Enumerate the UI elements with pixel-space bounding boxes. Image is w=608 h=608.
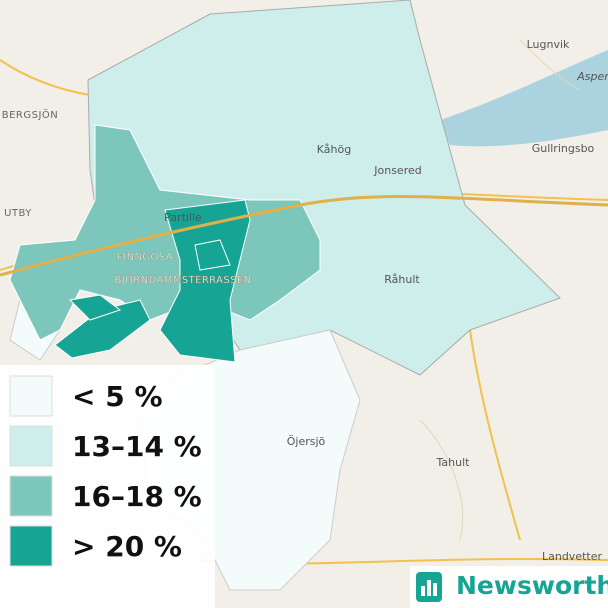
place-label: BERGSJÖN: [2, 108, 59, 121]
place-label: Jonsered: [373, 164, 421, 177]
logo-text: Newsworthy: [456, 571, 608, 600]
logo-background: [410, 566, 608, 608]
place-label: Öjersjö: [287, 435, 326, 448]
place-label: Partille: [164, 211, 202, 224]
place-label: Asper: [576, 70, 608, 83]
logo-icon-bar: [433, 583, 437, 596]
place-label: Kåhög: [317, 143, 351, 156]
region: [159, 199, 251, 363]
legend-swatch: [9, 525, 53, 567]
legend-label: 16–18 %: [72, 480, 202, 513]
legend: < 5 % 13–14 % 16–18 % > 20 %: [0, 365, 215, 608]
region: [68, 294, 122, 321]
place-label: Tahult: [436, 456, 471, 469]
place-label: Lugnvik: [527, 38, 570, 51]
logo-icon-bar: [421, 586, 425, 596]
place-label: BJÖRNDAMMSTERRASSEN: [115, 273, 252, 286]
place-label: Landvetter: [542, 550, 602, 563]
region: [194, 239, 231, 271]
legend-label: > 20 %: [72, 530, 182, 563]
place-label: Gullringsbo: [532, 142, 595, 155]
legend-swatch: [9, 375, 53, 417]
place-label: UTBY: [4, 208, 32, 219]
logo: Newsworthy: [410, 566, 608, 608]
legend-label: < 5 %: [72, 380, 163, 413]
lake: [440, 50, 608, 147]
place-label: FINNGÖSA: [117, 250, 173, 263]
logo-icon-bar: [427, 580, 431, 596]
place-label: Råhult: [384, 273, 420, 286]
legend-swatch: [9, 475, 53, 517]
main-road: [0, 195, 608, 277]
legend-label: 13–14 %: [72, 430, 202, 463]
legend-swatch: [9, 425, 53, 467]
